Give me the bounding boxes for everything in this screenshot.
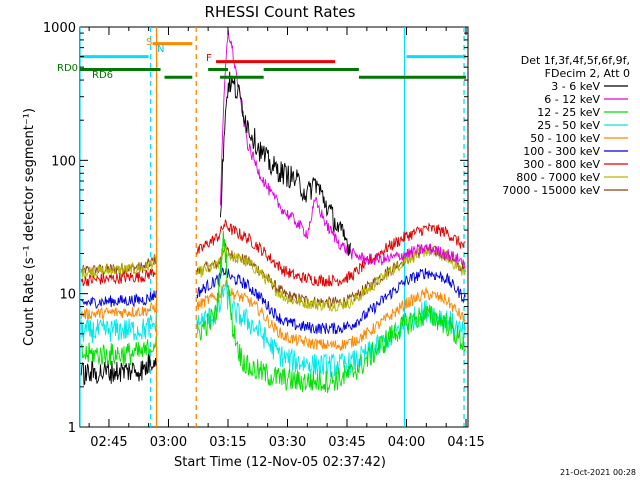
- y-tick-label: 100: [51, 154, 76, 169]
- chart-title: RHESSI Count Rates: [205, 3, 356, 21]
- legend-label: 800 - 7000 keV: [516, 171, 600, 184]
- legend-label: 25 - 50 keV: [537, 119, 600, 132]
- legend-label: 7000 - 15000 keV: [502, 184, 600, 197]
- s-label: S: [146, 37, 152, 48]
- legend: Det 1f,3f,4f,5f,6f,9f, FDecim 2, Att 0 3…: [502, 54, 630, 197]
- x-tick-label: 03:45: [328, 435, 365, 450]
- x-tick-label: 04:00: [388, 435, 425, 450]
- rd0-label: RD0: [57, 63, 78, 74]
- state-bars-group: [80, 42, 467, 79]
- x-tick-label: 03:30: [269, 435, 306, 450]
- series-group: [80, 29, 466, 394]
- x-tick-label: 03:00: [150, 435, 187, 450]
- series-line-6-12-kev: [219, 29, 466, 268]
- series-line-3-6-kev: [80, 71, 351, 386]
- legend-label: 100 - 300 keV: [523, 145, 600, 158]
- timestamp: 21-Oct-2021 00:28: [560, 468, 636, 477]
- legend-label: 12 - 25 keV: [537, 106, 600, 119]
- legend-header-line-1: Det 1f,3f,4f,5f,6f,9f,: [521, 54, 630, 67]
- y-axis-title: Count Rate (s⁻¹ detector segment⁻¹): [22, 108, 37, 346]
- y-tick-label: 1: [68, 421, 76, 436]
- legend-label: 3 - 6 keV: [551, 80, 600, 93]
- series-line-12-25-kev: [80, 230, 466, 394]
- plot-frame: [79, 26, 469, 428]
- y-axis: 1 10 100 1000: [43, 21, 468, 436]
- vertical-marker-lines: [80, 27, 465, 427]
- series-line-50-100-kev: [80, 279, 466, 351]
- x-tick-label: 04:15: [447, 435, 484, 450]
- x-tick-label: 02:45: [90, 435, 127, 450]
- y-tick-label: 1000: [43, 21, 76, 36]
- x-axis: 02:45 03:00 03:15 03:30 03:45 04:00 04:15: [88, 27, 485, 450]
- x-tick-label: 03:15: [209, 435, 246, 450]
- rd6-label: RD6: [92, 70, 113, 81]
- legend-label: 300 - 800 keV: [523, 158, 600, 171]
- f-label: F: [206, 53, 212, 64]
- n-label: N: [157, 44, 164, 55]
- legend-label: 50 - 100 keV: [530, 132, 600, 145]
- x-axis-title: Start Time (12-Nov-05 02:37:42): [174, 455, 386, 470]
- legend-label: 6 - 12 keV: [544, 93, 600, 106]
- series-line-100-300-kev: [80, 267, 466, 335]
- series-line-300-800-kev: [80, 219, 466, 287]
- y-tick-label: 10: [59, 288, 76, 303]
- legend-header-line-2: FDecim 2, Att 0: [545, 67, 630, 80]
